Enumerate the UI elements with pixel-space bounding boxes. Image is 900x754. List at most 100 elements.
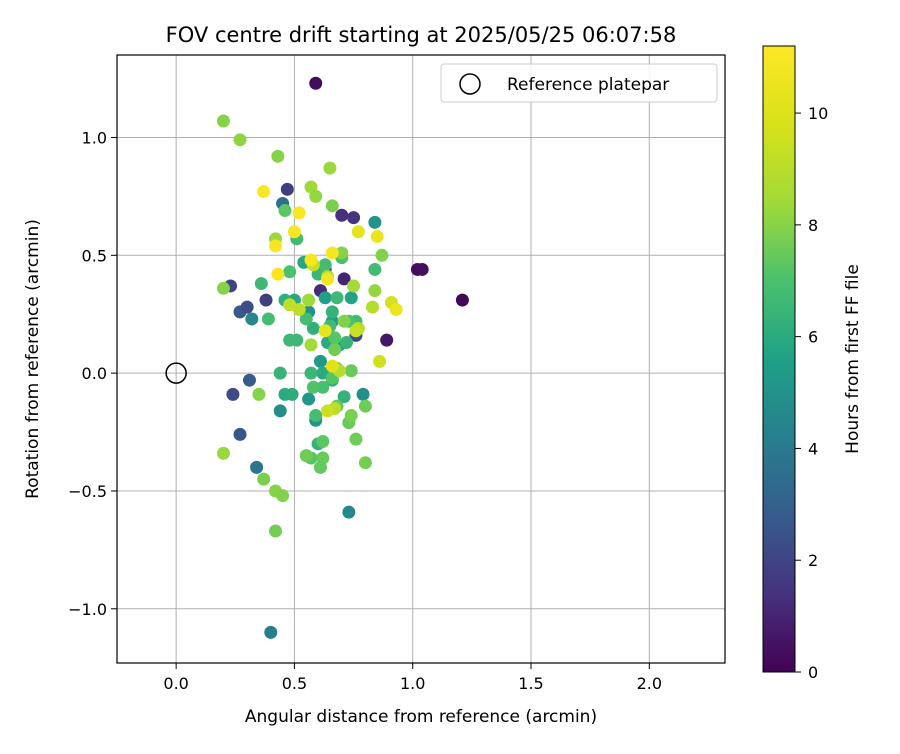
data-point bbox=[271, 149, 285, 163]
data-point bbox=[273, 366, 287, 380]
data-point bbox=[316, 380, 330, 394]
data-point bbox=[356, 387, 370, 401]
legend-reference-marker-icon bbox=[459, 73, 481, 95]
legend-box bbox=[440, 63, 718, 103]
data-point bbox=[252, 387, 266, 401]
data-point bbox=[368, 284, 382, 298]
colorbar-tick-label: 10 bbox=[808, 104, 828, 123]
grid-lines bbox=[117, 55, 725, 663]
y-tick-label: 0.5 bbox=[82, 246, 107, 265]
plot-frame bbox=[116, 54, 726, 664]
y-axis-ticks: −1.0 −0.5 0.0 0.5 1.0 bbox=[68, 128, 117, 619]
data-point bbox=[302, 293, 316, 307]
data-point bbox=[325, 199, 339, 213]
data-point bbox=[278, 204, 292, 218]
colorbar-tick-label: 2 bbox=[808, 551, 818, 570]
colorbar-tick-label: 6 bbox=[808, 328, 818, 347]
data-point bbox=[292, 206, 306, 220]
data-point bbox=[283, 298, 297, 312]
data-point bbox=[313, 460, 327, 474]
data-point bbox=[347, 211, 361, 225]
data-point bbox=[250, 460, 264, 474]
data-point bbox=[375, 248, 389, 262]
x-tick-label: 1.0 bbox=[400, 674, 425, 693]
data-point bbox=[285, 387, 299, 401]
data-point bbox=[339, 336, 353, 350]
data-point bbox=[269, 239, 283, 253]
data-point bbox=[349, 432, 363, 446]
data-point bbox=[370, 229, 384, 243]
reference-platepar-point bbox=[165, 362, 187, 384]
colorbar-gradient bbox=[762, 45, 796, 673]
data-point bbox=[337, 272, 351, 286]
data-point bbox=[344, 364, 358, 378]
data-point bbox=[264, 625, 278, 639]
data-point bbox=[368, 262, 382, 276]
data-point bbox=[242, 373, 256, 387]
data-point bbox=[389, 303, 403, 317]
data-point bbox=[337, 314, 351, 328]
data-point bbox=[309, 189, 323, 203]
data-point bbox=[216, 446, 230, 460]
x-tick-label: 1.5 bbox=[518, 674, 543, 693]
y-axis-label: Rotation from reference (arcmin) bbox=[23, 219, 43, 499]
data-point bbox=[273, 404, 287, 418]
data-point bbox=[415, 262, 429, 276]
data-point bbox=[380, 333, 394, 347]
data-point bbox=[257, 185, 271, 199]
data-point bbox=[373, 354, 387, 368]
data-point bbox=[325, 246, 339, 260]
data-point bbox=[233, 133, 247, 147]
legend: Reference platepar bbox=[440, 63, 718, 103]
data-point bbox=[347, 279, 361, 293]
data-point bbox=[283, 265, 297, 279]
data-point bbox=[328, 343, 342, 357]
data-point bbox=[366, 300, 380, 314]
data-point bbox=[216, 281, 230, 295]
colorbar-label: Hours from first FF file bbox=[843, 264, 863, 454]
colorbar: 0 2 4 6 8 10 Hours from first FF file bbox=[762, 45, 863, 682]
colorbar-ticks: 0 2 4 6 8 10 bbox=[795, 104, 828, 682]
data-points bbox=[165, 76, 469, 639]
colorbar-tick-label: 4 bbox=[808, 439, 818, 458]
data-point bbox=[321, 404, 335, 418]
colorbar-tick-label: 0 bbox=[808, 663, 818, 682]
data-point bbox=[299, 449, 313, 463]
data-point bbox=[280, 182, 294, 196]
data-point bbox=[306, 380, 320, 394]
data-point bbox=[323, 161, 337, 175]
colorbar-tick-label: 8 bbox=[808, 216, 818, 235]
data-point bbox=[240, 300, 254, 314]
data-point bbox=[271, 267, 285, 281]
x-axis-ticks: 0.0 0.5 1.0 1.5 2.0 bbox=[163, 663, 662, 693]
data-point bbox=[302, 392, 316, 406]
data-point bbox=[269, 524, 283, 538]
data-point bbox=[254, 277, 268, 291]
legend-entry-reference: Reference platepar bbox=[507, 75, 669, 95]
data-point bbox=[335, 208, 349, 222]
data-point bbox=[351, 225, 365, 239]
chart-title: FOV centre drift starting at 2025/05/25 … bbox=[166, 23, 677, 47]
data-point bbox=[316, 434, 330, 448]
y-tick-label: 1.0 bbox=[82, 128, 107, 147]
data-point bbox=[330, 291, 344, 305]
x-axis-label: Angular distance from reference (arcmin) bbox=[245, 707, 597, 727]
data-point bbox=[358, 399, 372, 413]
data-point bbox=[335, 246, 349, 260]
data-point bbox=[318, 324, 332, 338]
data-point bbox=[318, 291, 332, 305]
data-point bbox=[216, 114, 230, 128]
data-point bbox=[245, 312, 259, 326]
data-point bbox=[318, 258, 332, 272]
data-point bbox=[276, 489, 290, 503]
data-point bbox=[283, 333, 297, 347]
data-point bbox=[309, 76, 323, 90]
data-point bbox=[342, 505, 356, 519]
y-tick-label: 0.0 bbox=[82, 364, 107, 383]
data-point bbox=[368, 215, 382, 229]
data-point bbox=[287, 225, 301, 239]
data-point bbox=[313, 354, 327, 368]
data-point bbox=[337, 390, 351, 404]
